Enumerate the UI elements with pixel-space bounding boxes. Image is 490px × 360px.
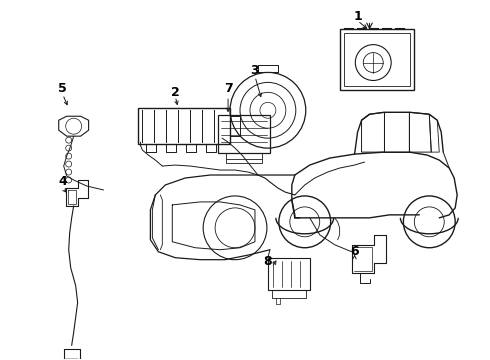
Text: 3: 3: [251, 64, 259, 77]
Text: 8: 8: [264, 255, 272, 268]
Text: 1: 1: [353, 10, 362, 23]
Text: 6: 6: [350, 245, 359, 258]
Text: 5: 5: [58, 82, 67, 95]
Text: 4: 4: [58, 175, 67, 189]
Text: 2: 2: [171, 86, 180, 99]
Text: 7: 7: [224, 82, 232, 95]
